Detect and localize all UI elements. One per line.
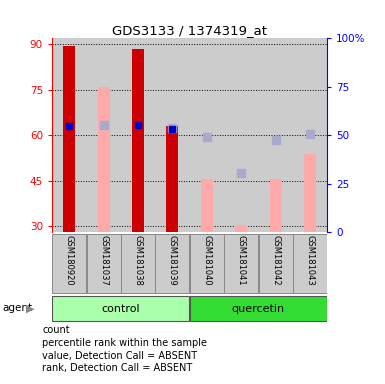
Bar <box>201 179 213 232</box>
Bar <box>166 179 178 232</box>
FancyBboxPatch shape <box>52 296 189 321</box>
Bar <box>121 38 155 232</box>
Text: GSM180920: GSM180920 <box>65 235 74 286</box>
Bar <box>189 38 224 232</box>
Bar <box>86 38 121 232</box>
Text: GSM181037: GSM181037 <box>99 235 108 286</box>
Bar <box>166 126 178 232</box>
Text: percentile rank within the sample: percentile rank within the sample <box>42 338 208 348</box>
Bar <box>304 154 316 232</box>
Text: quercetin: quercetin <box>232 303 285 314</box>
FancyBboxPatch shape <box>224 234 258 293</box>
FancyBboxPatch shape <box>190 296 327 321</box>
Text: GSM181039: GSM181039 <box>168 235 177 286</box>
Bar <box>52 38 86 232</box>
Bar <box>132 49 144 232</box>
Bar <box>235 225 247 232</box>
FancyBboxPatch shape <box>87 234 121 293</box>
FancyBboxPatch shape <box>190 234 224 293</box>
Text: control: control <box>102 303 140 314</box>
Text: value, Detection Call = ABSENT: value, Detection Call = ABSENT <box>42 351 198 361</box>
Text: rank, Detection Call = ABSENT: rank, Detection Call = ABSENT <box>42 363 192 373</box>
FancyBboxPatch shape <box>259 234 293 293</box>
Text: GSM181040: GSM181040 <box>202 235 211 286</box>
Text: GSM181041: GSM181041 <box>237 235 246 286</box>
Text: GSM181043: GSM181043 <box>306 235 315 286</box>
Title: GDS3133 / 1374319_at: GDS3133 / 1374319_at <box>112 24 267 37</box>
Bar <box>258 38 293 232</box>
Bar <box>63 46 75 232</box>
FancyBboxPatch shape <box>156 234 189 293</box>
Bar <box>155 38 190 232</box>
Bar <box>224 38 258 232</box>
Text: GSM181042: GSM181042 <box>271 235 280 286</box>
Text: count: count <box>42 325 70 335</box>
Bar <box>293 38 327 232</box>
Bar <box>97 87 110 232</box>
Bar <box>270 179 282 232</box>
Text: agent: agent <box>2 303 32 313</box>
Text: ▶: ▶ <box>26 303 35 313</box>
FancyBboxPatch shape <box>52 234 86 293</box>
FancyBboxPatch shape <box>121 234 155 293</box>
FancyBboxPatch shape <box>293 234 327 293</box>
Text: GSM181038: GSM181038 <box>134 235 142 286</box>
